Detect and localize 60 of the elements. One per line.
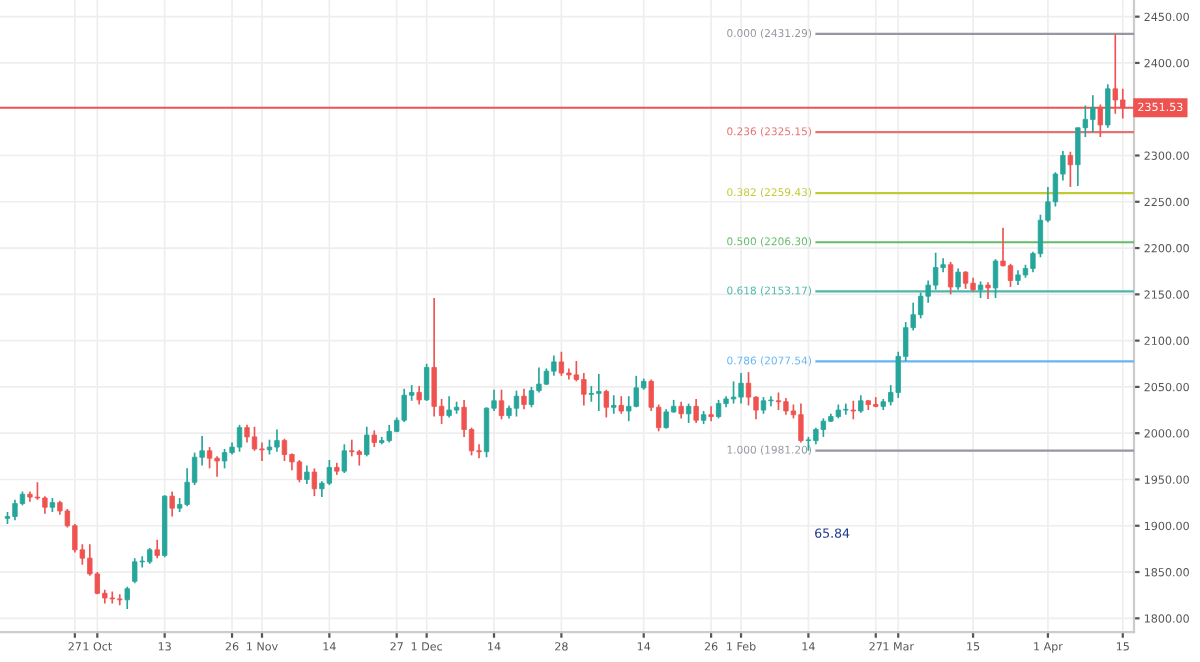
candlestick — [843, 402, 849, 416]
candlestick — [820, 417, 827, 438]
candlestick — [947, 261, 954, 296]
candlestick — [513, 389, 520, 418]
candlestick — [992, 258, 999, 299]
candlestick — [1075, 126, 1081, 187]
candlestick — [416, 385, 422, 406]
candlestick — [206, 446, 213, 470]
candlestick — [311, 467, 318, 497]
candlestick — [528, 386, 535, 409]
candlestick — [169, 490, 175, 518]
candlestick — [932, 251, 939, 291]
candlestick — [738, 372, 744, 405]
candlestick — [1105, 83, 1111, 129]
candlestick — [626, 395, 632, 422]
candlestick — [236, 424, 243, 453]
candlestick — [603, 388, 609, 419]
candlestick — [259, 441, 265, 462]
candlestick — [498, 388, 505, 421]
candlestick — [955, 267, 961, 291]
candlestick — [715, 399, 722, 420]
candlestick — [685, 402, 692, 424]
candlestick — [663, 408, 669, 430]
candlestick — [251, 425, 258, 452]
candlestick — [124, 586, 130, 610]
candlestick — [850, 399, 856, 421]
candlestick — [1090, 94, 1096, 134]
candlestick — [446, 395, 452, 419]
candlestick — [304, 464, 310, 485]
candlestick — [281, 437, 288, 462]
candlestick — [221, 448, 228, 470]
candlestick — [12, 499, 18, 522]
candlestick — [349, 438, 355, 458]
candlestick — [596, 373, 602, 412]
candlestick — [132, 557, 138, 584]
candlestick — [558, 350, 565, 377]
candlestick — [423, 362, 430, 402]
candlestick — [296, 459, 303, 484]
candlestick — [214, 455, 220, 478]
candlestick — [588, 385, 594, 403]
candlestick — [768, 395, 774, 408]
candlestick — [730, 380, 737, 405]
candlestick — [521, 387, 527, 410]
candlestick — [611, 394, 617, 415]
candlestick — [581, 372, 587, 407]
candlestick — [109, 590, 115, 605]
candlestick — [431, 297, 437, 418]
candlestick — [708, 405, 714, 422]
candlestick — [693, 398, 699, 424]
candlestick — [798, 402, 804, 444]
candlestick — [364, 425, 370, 458]
candlestick — [483, 406, 490, 459]
candlestick — [117, 593, 123, 607]
candlestick — [1067, 150, 1074, 188]
candlestick — [274, 428, 280, 453]
candlestick — [154, 538, 160, 559]
candlestick — [341, 443, 347, 474]
candlestick — [551, 354, 557, 377]
candlestick — [1007, 262, 1014, 288]
candlestick — [745, 371, 752, 407]
